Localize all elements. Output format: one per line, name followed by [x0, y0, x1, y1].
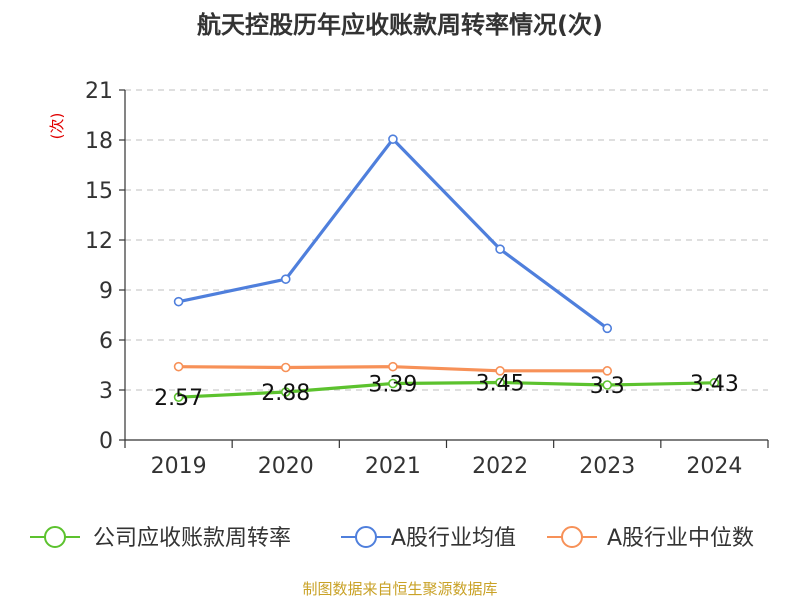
grid — [125, 89, 768, 391]
series-2 — [173, 361, 613, 376]
data-point[interactable] — [602, 380, 613, 390]
series-layer — [173, 134, 720, 402]
legend-circle-icon — [44, 526, 66, 548]
data-point[interactable] — [280, 362, 291, 373]
legend-item-2[interactable]: A股行业中位数 — [547, 526, 754, 551]
series-line — [178, 137, 609, 330]
y-tick-label: 12 — [85, 229, 113, 254]
data-point[interactable] — [388, 361, 398, 372]
data-point[interactable] — [388, 134, 398, 144]
legend-circle-icon — [561, 526, 583, 548]
axes: 0 3 6 9 12 15 18 21 2019 2020 2021 2022 2023 2024 — [85, 79, 769, 479]
data-point[interactable] — [602, 366, 613, 376]
x-tick-label: 2024 — [686, 454, 742, 479]
data-point[interactable] — [173, 392, 184, 402]
data-point[interactable] — [495, 366, 505, 376]
x-tick-label: 2020 — [258, 454, 314, 479]
data-point[interactable] — [280, 387, 291, 397]
y-tick-label: 0 — [99, 429, 113, 454]
x-tick-label: 2023 — [579, 454, 635, 479]
y-tick-label: 3 — [99, 379, 113, 404]
x-tick-label: 2019 — [151, 454, 207, 479]
legend-label: A股行业均值 — [391, 526, 516, 551]
data-label: 2.57 — [154, 386, 203, 411]
legend-label: A股行业中位数 — [607, 526, 754, 551]
data-point[interactable] — [388, 378, 398, 389]
y-tick-label: 15 — [85, 179, 113, 204]
data-label: 3.3 — [590, 374, 625, 399]
y-tick-label: 18 — [85, 129, 113, 154]
legend-item-1[interactable]: A股行业均值 — [341, 526, 516, 551]
x-tick-label: 2021 — [365, 454, 421, 479]
data-point[interactable] — [280, 274, 291, 284]
legend-circle-icon — [355, 526, 377, 548]
y-axis-unit: (次) — [48, 113, 66, 140]
source-note: 制图数据来自恒生聚源数据库 — [302, 580, 497, 598]
y-tick-label: 9 — [99, 279, 113, 304]
y-tick-label: 6 — [99, 329, 113, 354]
series-0 — [173, 377, 720, 402]
series-1 — [173, 134, 613, 334]
data-label: 3.39 — [368, 373, 417, 398]
chart-title: 航天控股历年应收账款周转率情况(次) — [197, 11, 603, 39]
data-label: 3.43 — [690, 372, 739, 397]
data-label: 2.88 — [261, 381, 310, 406]
legend-item-0[interactable]: 公司应收账款周转率 — [30, 526, 291, 551]
data-label: 3.45 — [476, 372, 525, 397]
data-point[interactable] — [495, 244, 505, 254]
data-point[interactable] — [709, 378, 720, 388]
data-point[interactable] — [173, 296, 184, 307]
x-tick-label: 2022 — [472, 454, 528, 479]
y-tick-label: 21 — [85, 79, 113, 104]
data-point[interactable] — [495, 377, 505, 388]
data-point[interactable] — [173, 361, 184, 372]
legend-label: 公司应收账款周转率 — [93, 526, 291, 551]
series-line — [178, 380, 715, 399]
data-labels: 2.57 2.88 3.39 3.45 3.3 3.43 — [154, 372, 739, 412]
data-point[interactable] — [602, 323, 613, 334]
legend[interactable]: 公司应收账款周转率 A股行业均值 A股行业中位数 — [30, 526, 754, 551]
